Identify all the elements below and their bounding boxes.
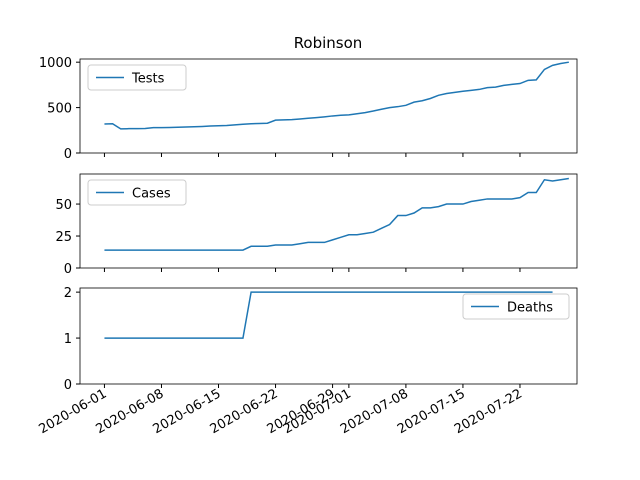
data-line xyxy=(104,291,553,339)
y-tick-label: 1000 xyxy=(39,56,72,71)
y-tick-label: 0 xyxy=(64,147,72,162)
chart-title: Robinson xyxy=(294,34,363,52)
axes-frame xyxy=(79,287,578,385)
legend-label: Deaths xyxy=(507,301,553,316)
y-tick-label: 1 xyxy=(64,332,72,347)
y-tick-label: 2 xyxy=(64,286,72,301)
legend-box xyxy=(462,293,570,320)
legend-label: Cases xyxy=(132,187,171,202)
axes-frame xyxy=(79,173,578,269)
data-line xyxy=(104,177,569,251)
legend-label: Tests xyxy=(131,72,165,87)
axes-frame xyxy=(79,58,578,154)
legend-box xyxy=(87,179,187,206)
y-tick-label: 0 xyxy=(64,378,72,393)
y-tick-label: 25 xyxy=(55,230,72,245)
y-tick-label: 500 xyxy=(47,102,72,117)
data-line xyxy=(104,61,569,130)
y-tick-label: 50 xyxy=(55,198,72,213)
legend-box xyxy=(87,64,187,91)
y-tick-label: 0 xyxy=(64,262,72,277)
